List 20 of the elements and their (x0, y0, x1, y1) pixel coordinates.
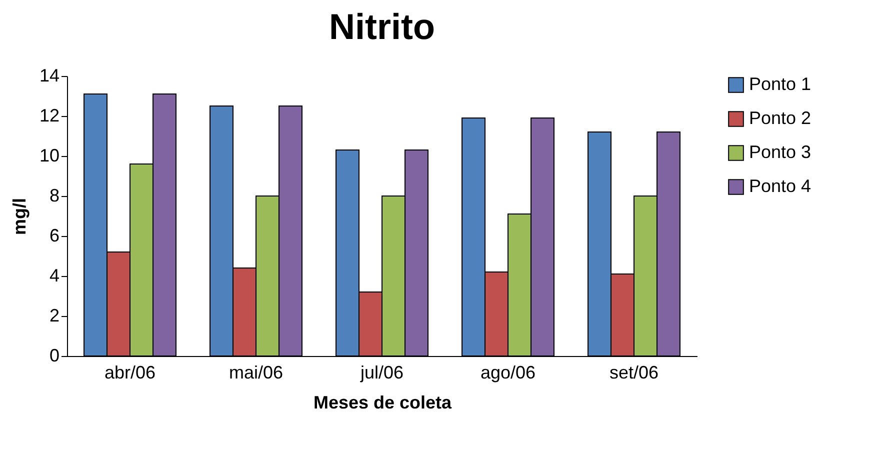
legend-label: Ponto 3 (749, 142, 812, 162)
y-tick-label: 14 (39, 66, 60, 86)
legend-label: Ponto 1 (749, 74, 812, 94)
y-tick-label: 0 (49, 346, 60, 366)
y-axis-title: mg/l (9, 198, 30, 236)
x-tick-label: ago/06 (480, 362, 536, 382)
x-axis-title: Meses de coleta (313, 392, 453, 412)
x-tick-label: jul/06 (359, 362, 404, 382)
x-tick-label: mai/06 (228, 362, 284, 382)
x-tick-label: abr/06 (104, 362, 156, 382)
y-tick-label: 4 (49, 266, 60, 286)
legend-label: Ponto 2 (749, 108, 812, 128)
y-tick-label: 2 (49, 306, 60, 326)
x-tick-label: set/06 (609, 362, 659, 382)
y-tick-label: 8 (49, 186, 60, 206)
y-tick-label: 6 (49, 226, 60, 246)
y-tick-label: 12 (39, 106, 60, 126)
legend-label: Ponto 4 (749, 176, 812, 196)
y-tick-label: 10 (39, 146, 60, 166)
chart-title: Nitrito (329, 6, 435, 47)
